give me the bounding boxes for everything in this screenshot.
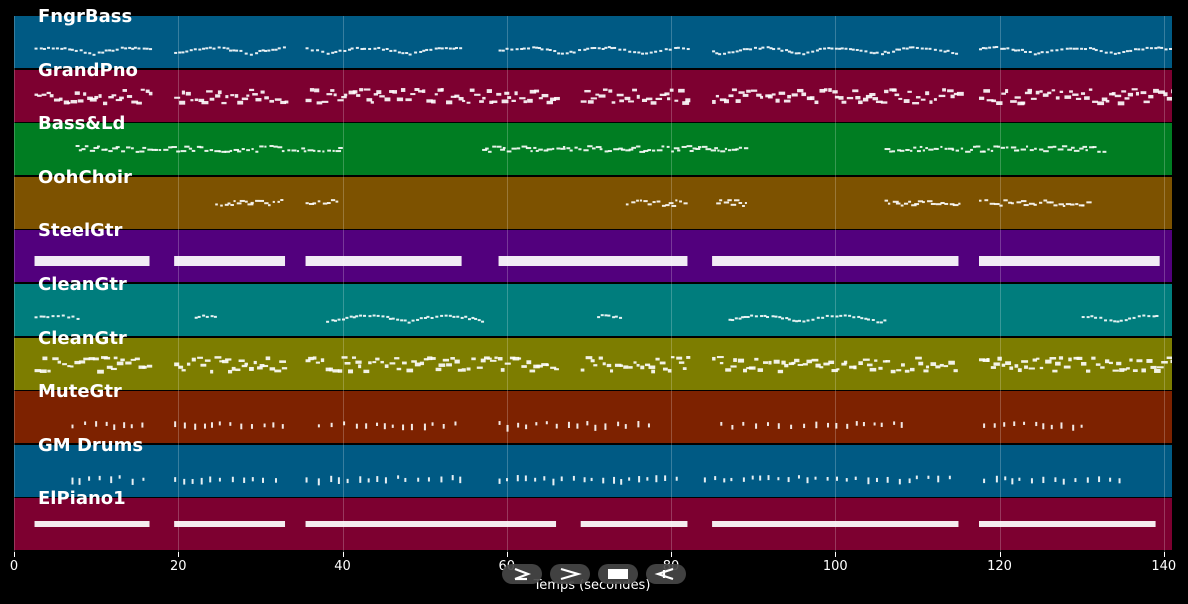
track-lane: MuteGtr: [14, 382, 1172, 444]
track-notes: [75, 145, 1107, 154]
track-label: OohChoir: [38, 166, 132, 188]
piano-roll: FngrBass GrandPno Bass&Ld OohChoir SteelGtr C…: [14, 7, 1172, 552]
track-label: SteelGtr: [38, 220, 123, 242]
x-tick: [671, 552, 673, 557]
track-lane: SteelGtr: [14, 221, 1172, 283]
x-tick-label: 120: [987, 559, 1012, 574]
track-lane: CleanGtr: [14, 275, 1172, 336]
rewind-icon: [654, 567, 674, 581]
grid-line: [178, 16, 180, 552]
track-notes: [34, 314, 1159, 324]
x-tick-label: 20: [169, 559, 187, 574]
x-tick: [178, 552, 180, 557]
fast-forward-button[interactable]: [550, 564, 590, 584]
grid-line: [342, 16, 344, 552]
track-notes: [71, 421, 1083, 432]
grid-line: [1163, 16, 1165, 552]
x-tick: [342, 552, 344, 557]
x-tick: [14, 552, 15, 557]
rewind-button[interactable]: [646, 564, 686, 584]
grid-line: [14, 16, 15, 552]
stop-icon: [608, 569, 628, 579]
track-lane: FngrBass: [14, 7, 1172, 68]
track-label: MuteGtr: [38, 381, 122, 403]
x-tick: [506, 552, 508, 557]
x-tick-label: 140: [1151, 559, 1177, 574]
track-lane: ElPiano1: [14, 489, 1172, 551]
grid-line: [506, 16, 508, 552]
stop-button[interactable]: [598, 564, 638, 584]
track-notes: [215, 198, 1092, 207]
play-icon: [514, 567, 532, 581]
track-label: CleanGtr: [38, 327, 127, 349]
track-lane: GM Drums: [14, 435, 1172, 497]
track-lane: GrandPno: [14, 60, 1172, 122]
track-notes: [71, 474, 1121, 486]
track-lane: OohChoir: [14, 167, 1172, 229]
play-button[interactable]: [502, 564, 542, 584]
grid-line: [999, 16, 1001, 552]
track-notes: [34, 521, 1156, 528]
track-label: GM Drums: [38, 434, 144, 456]
track-label: CleanGtr: [38, 274, 127, 295]
track-notes: [34, 355, 1172, 374]
track-lane: Bass&Ld: [14, 114, 1172, 176]
fast-forward-icon: [560, 567, 582, 581]
x-tick-label: 100: [822, 559, 848, 574]
track-label: Bass&Ld: [38, 113, 126, 135]
x-tick-label: 40: [334, 559, 351, 574]
grid-line: [671, 16, 673, 552]
track-label: ElPiano1: [38, 488, 126, 510]
track-notes: [34, 256, 1160, 267]
x-tick: [1163, 552, 1165, 557]
x-tick-label: 0: [9, 559, 19, 574]
track-notes: [34, 87, 1172, 105]
track-label: FngrBass: [38, 6, 133, 27]
track-lane: CleanGtr: [14, 328, 1172, 390]
x-tick: [835, 552, 837, 557]
grid-line: [835, 16, 837, 552]
x-tick: [999, 552, 1001, 557]
track-label: GrandPno: [38, 59, 138, 81]
track-notes: [34, 46, 1172, 56]
